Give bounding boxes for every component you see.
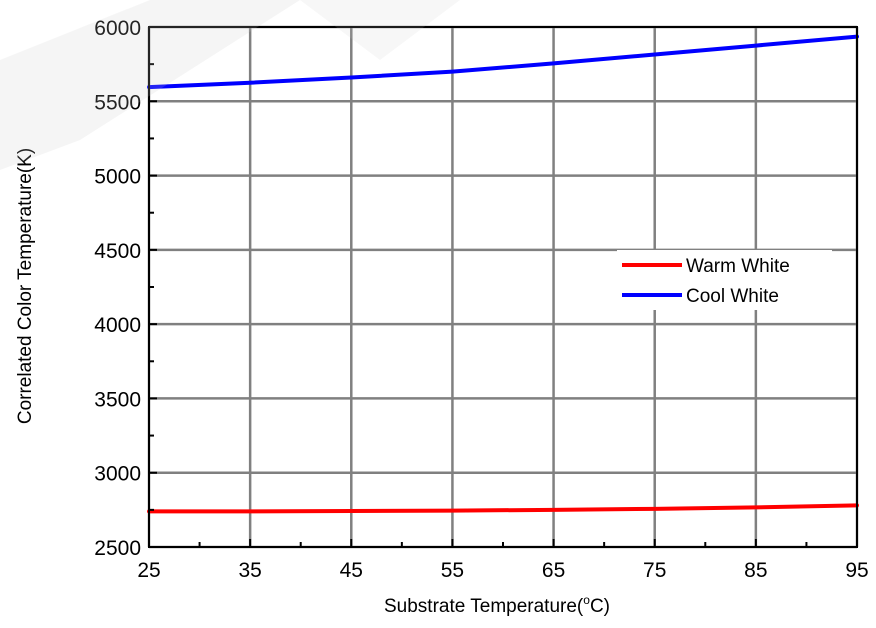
y-tick-label: 5000 (94, 166, 141, 189)
y-tick-label: 2500 (94, 537, 141, 560)
y-tick-label: 6000 (94, 17, 141, 40)
x-tick-label: 35 (238, 559, 261, 582)
series-layer (147, 34, 859, 514)
x-tick-labels: 25 35 45 55 65 75 85 95 (137, 559, 868, 582)
y-tick-label: 4000 (94, 314, 141, 337)
x-tick-label: 85 (744, 559, 767, 582)
y-tick-labels: 2500 3000 3500 4000 4500 5000 5500 6000 (94, 17, 141, 560)
series-line-warm-white (147, 503, 859, 514)
x-tick-label: 25 (137, 559, 160, 582)
y-tick-label: 4500 (94, 240, 141, 263)
ticks (148, 26, 858, 548)
x-tick-label: 55 (441, 559, 464, 582)
legend: Warm White Cool White (617, 250, 832, 310)
x-axis-title: Substrate Temperature(oC) (384, 593, 610, 617)
legend-box (617, 250, 832, 310)
x-tick-label: 45 (340, 559, 363, 582)
y-tick-label: 5500 (94, 91, 141, 114)
legend-label-warm-white: Warm White (686, 256, 790, 277)
legend-label-cool-white: Cool White (686, 286, 779, 307)
x-tick-label: 65 (542, 559, 565, 582)
y-axis-title: Correlated Color Temperature(K) (15, 148, 36, 424)
y-tick-label: 3500 (94, 388, 141, 411)
x-tick-label: 95 (845, 559, 868, 582)
x-tick-label: 75 (643, 559, 666, 582)
y-tick-label: 3000 (94, 463, 141, 486)
series-line-cool-white (147, 34, 859, 90)
